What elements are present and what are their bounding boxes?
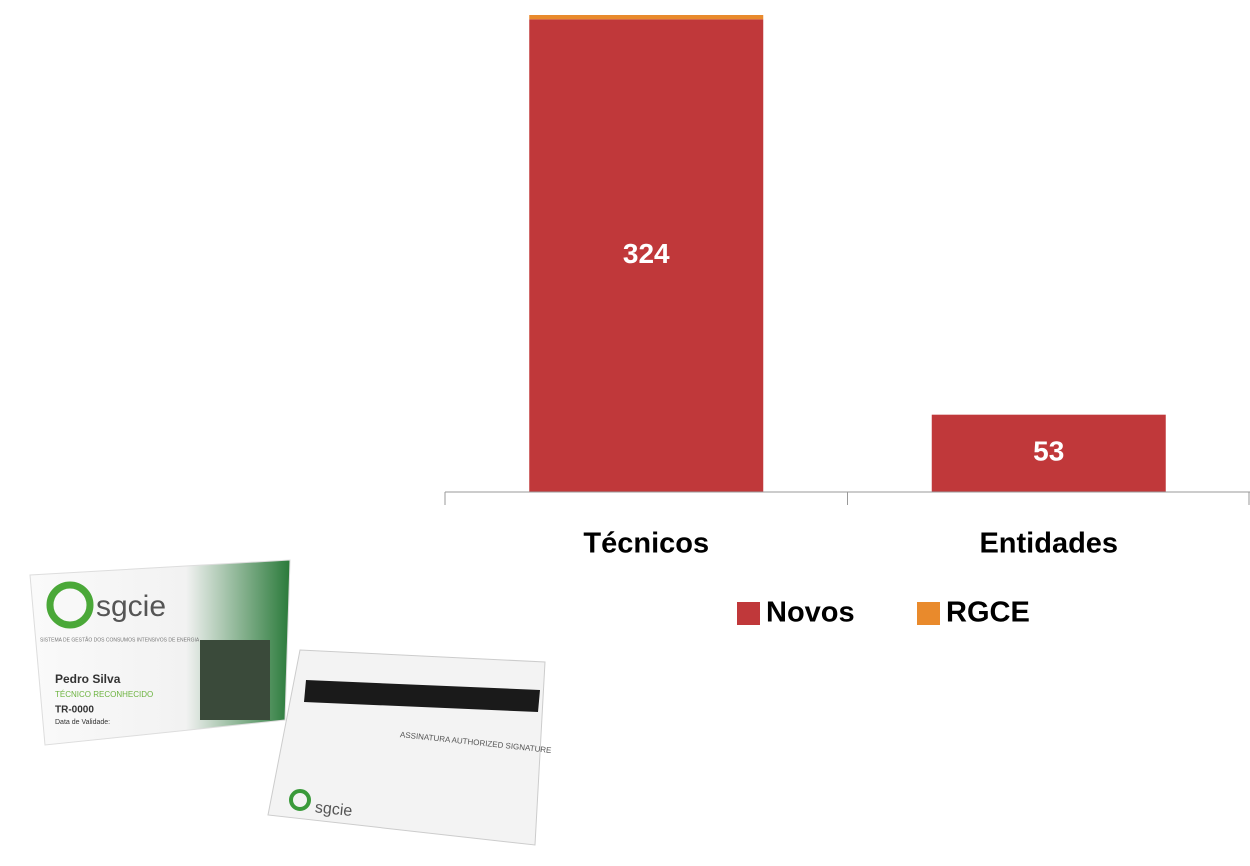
data-label: 3 — [638, 0, 654, 6]
legend-swatch — [737, 602, 760, 625]
logo — [289, 789, 311, 811]
bar-segment — [529, 15, 764, 20]
card-text: TR-0000 — [55, 705, 94, 716]
card-text: Data de Validade: — [55, 719, 110, 726]
card-text: Pedro Silva — [55, 672, 121, 686]
bar-segment — [931, 414, 1166, 492]
x-tick-label: Técnicos — [583, 528, 709, 560]
bar-segment — [529, 19, 764, 492]
card-text: sgcie — [314, 799, 353, 820]
card-text: SISTEMA DE GESTÃO DOS CONSUMOS INTENSIVO… — [40, 636, 200, 643]
x-tick-label: Entidades — [979, 528, 1118, 560]
legend-swatch — [917, 602, 940, 625]
card-text: sgcie — [96, 590, 166, 623]
card-image: ASSINATURA AUTHORIZED SIGNATURE sgcie sg… — [29, 559, 552, 846]
card-text: TÉCNICO RECONHECIDO — [55, 690, 153, 699]
magnetic-stripe — [304, 680, 540, 712]
data-label: 53 — [1033, 436, 1064, 467]
photo — [200, 640, 270, 720]
logo — [46, 581, 94, 629]
legend-label: RGCE — [946, 597, 1030, 629]
data-label: 324 — [623, 238, 670, 269]
legend-label: Novos — [766, 597, 855, 629]
